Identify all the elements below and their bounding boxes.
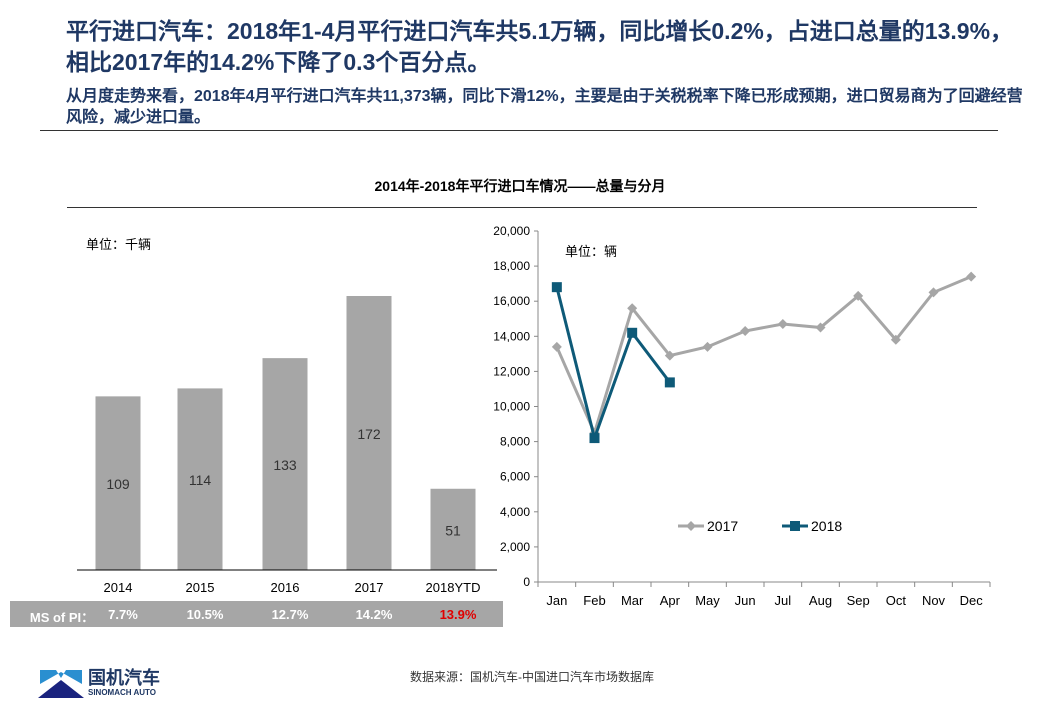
market-share-row: MS of PI： 7.7% 10.5% 12.7% 14.2% 13.9%	[10, 601, 503, 627]
x-tick-label: Jan	[546, 593, 567, 608]
bar	[95, 396, 141, 570]
x-tick-label: 2016	[271, 580, 300, 595]
logo-text-cn: 国机汽车	[88, 668, 160, 688]
legend-label: 2018	[811, 518, 842, 534]
ms-value-highlight: 13.9%	[439, 607, 477, 622]
y-tick-label: 14,000	[493, 329, 530, 343]
data-point	[740, 326, 751, 337]
y-tick-label: 18,000	[493, 259, 530, 273]
ms-value: 12.7%	[271, 607, 309, 622]
y-tick-label: 12,000	[493, 364, 530, 378]
bar	[177, 388, 223, 570]
bar-chart: 单位：千辆 109 2014 114 2015 133 2016 172 2017 51 2018Y…	[77, 237, 497, 595]
logo-icon	[38, 670, 84, 698]
x-tick-label: Feb	[583, 593, 605, 608]
x-tick-label: Sep	[847, 593, 870, 608]
y-tick-label: 2,000	[500, 540, 530, 554]
series-line-2018	[555, 286, 672, 444]
ms-value: 14.2%	[355, 607, 393, 622]
data-point	[966, 271, 977, 282]
y-tick-label: 6,000	[500, 470, 530, 484]
data-point	[551, 282, 562, 293]
ms-value: 10.5%	[186, 607, 224, 622]
x-tick-label: Nov	[922, 593, 946, 608]
chart-title-divider	[67, 207, 977, 208]
legend-label: 2017	[707, 518, 738, 534]
data-point	[627, 327, 638, 338]
legend-marker	[790, 521, 800, 531]
data-source: 数据来源：国机汽车-中国进口汽车市场数据库	[410, 670, 654, 684]
data-point	[777, 319, 788, 330]
x-tick-label: 2014	[104, 580, 133, 595]
ms-label: MS of PI：	[29, 610, 95, 625]
series-line-2017	[555, 275, 972, 438]
data-point	[627, 303, 638, 314]
bar-data-label: 51	[445, 522, 461, 538]
bar-data-label: 172	[357, 426, 381, 442]
data-point	[589, 433, 600, 444]
y-tick-label: 20,000	[493, 224, 530, 238]
header-divider	[40, 130, 998, 131]
x-tick-label: May	[695, 593, 720, 608]
data-point	[702, 341, 713, 352]
data-point	[853, 290, 864, 301]
data-point	[664, 377, 675, 388]
bar	[430, 488, 476, 570]
unit-label: 单位：辆	[565, 244, 617, 259]
y-tick-label: 0	[523, 575, 530, 589]
x-tick-label: 2018YTD	[426, 580, 481, 595]
data-point	[890, 334, 901, 345]
x-tick-label: 2017	[355, 580, 384, 595]
x-tick-label: 2015	[186, 580, 215, 595]
data-point	[551, 341, 562, 352]
x-tick-label: Jul	[775, 593, 792, 608]
unit-label: 单位：千辆	[86, 237, 151, 252]
bar-data-label: 114	[189, 472, 212, 488]
y-tick-label: 4,000	[500, 505, 530, 519]
bar-data-label: 109	[106, 476, 130, 492]
data-point	[928, 287, 939, 298]
bar	[262, 358, 308, 570]
y-tick-label: 8,000	[500, 435, 530, 449]
ms-value: 7.7%	[108, 607, 138, 622]
page-subtitle: 从月度走势来看，2018年4月平行进口汽车共11,373辆，同比下滑12%，主要…	[66, 88, 1023, 126]
x-tick-label: Aug	[809, 593, 832, 608]
x-tick-label: Apr	[660, 593, 681, 608]
line-chart: 0 2,000 4,000 6,000 8,000 10,000 12,000 14,000 1…	[493, 224, 991, 608]
legend-marker	[686, 521, 696, 531]
data-point	[815, 322, 826, 333]
x-tick-label: Dec	[960, 593, 984, 608]
x-tick-label: Jun	[735, 593, 756, 608]
y-tick-label: 16,000	[493, 294, 530, 308]
x-tick-label: Oct	[886, 593, 907, 608]
logo-text-en: SINOMACH AUTO	[88, 688, 156, 697]
page-title: 平行进口汽车：2018年1-4月平行进口汽车共5.1万辆，同比增长0.2%，占进…	[66, 18, 1014, 75]
x-tick-label: Mar	[621, 593, 644, 608]
bar-data-label: 133	[273, 457, 297, 473]
data-point	[664, 350, 675, 361]
chart-title: 2014年-2018年平行进口车情况——总量与分月	[374, 178, 666, 194]
bar	[346, 296, 392, 570]
y-tick-label: 10,000	[493, 400, 530, 414]
